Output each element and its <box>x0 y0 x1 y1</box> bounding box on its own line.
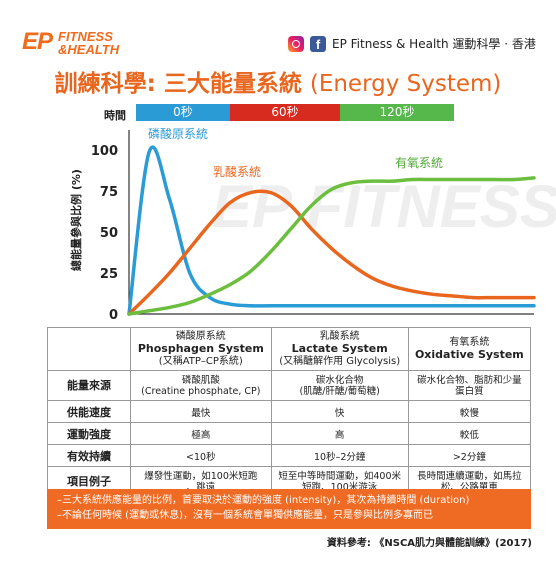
table-corner <box>47 327 131 371</box>
table-cell: 較慢 <box>407 400 532 423</box>
table-row: 能量來源 磷酸肌酸 (Creatine phosphate, CP) 碳水化合物(… <box>47 370 532 401</box>
table-cell: 磷酸肌酸 (Creatine phosphate, CP) <box>130 370 272 401</box>
reference-text: 資料參考: 《NSCA肌力與體能訓練》(2017) <box>326 538 532 549</box>
time-segment-60: 60秒 <box>230 104 340 121</box>
logo-ep: EP <box>22 28 53 55</box>
logo-health: &HEALTH <box>58 42 120 57</box>
watermark: EP FITNESS &HEALTH <box>212 173 556 240</box>
title-zh: 訓練科學: 三大能量系統 <box>54 71 302 97</box>
table-row: 供能速度 最快 快 較慢 <box>47 400 532 423</box>
column-header-oxidative: 有氧系統 Oxidative System <box>407 327 532 371</box>
series-label-lactate: 乳酸系統 <box>213 164 261 179</box>
note-line: –三大系統供應能量的比例，首要取決於運動的強度 (intensity)，其次為持… <box>57 495 470 506</box>
series-label-phosphagen: 磷酸原系統 <box>148 126 208 141</box>
row-header: 能量來源 <box>47 370 131 401</box>
table-cell: 碳水化合物、脂肪和少量 蛋白質 <box>407 370 532 401</box>
y-tick-label: 0 <box>109 308 118 323</box>
series-line-2 <box>127 176 536 316</box>
energy-chart: EP FITNESS &HEALTH 0 25 50 75 100 總能量參與比例 (%… <box>69 126 556 323</box>
table-cell: 最快 <box>130 400 272 423</box>
table-cell: 極高 <box>130 422 272 445</box>
column-header-lactate: 乳酸系統 Lactate System (又稱醣解作用 Glycolysis) <box>270 327 409 371</box>
series-label-oxidative: 有氧系統 <box>395 156 443 170</box>
time-segment-120: 120秒 <box>340 104 454 121</box>
table-cell: 快 <box>270 400 409 423</box>
page-title: 訓練科學: 三大能量系統 (Energy System) <box>0 64 556 98</box>
brand-logo: EP FITNESS &HEALTH <box>22 28 122 60</box>
y-tick-label: 100 <box>91 144 118 159</box>
table-cell: 高 <box>270 422 409 445</box>
table-cell: 碳水化合物 (肌醣/肝醣/葡萄糖) <box>270 370 409 401</box>
instagram-icon[interactable] <box>288 35 304 52</box>
facebook-icon[interactable]: f <box>310 35 326 52</box>
table-cell: 較低 <box>407 422 532 445</box>
notes-box: –三大系統供應能量的比例，首要取決於運動的強度 (intensity)，其次為持… <box>47 489 531 529</box>
row-header: 供能速度 <box>47 400 131 423</box>
social-text: EP Fitness & Health 運動科學 · 香港 <box>332 37 536 51</box>
table-cell: <10秒 <box>130 444 272 467</box>
time-segment-0: 0秒 <box>136 104 230 121</box>
y-axis-label: 總能量參與比例 (%) <box>69 169 83 271</box>
y-tick-label: 75 <box>100 185 118 200</box>
title-en: (Energy System) <box>309 71 502 97</box>
logo-fitness: FITNESS <box>58 29 113 44</box>
note-line: –不論任何時候 (運動或休息)，沒有一個系統會單獨供應能量，只是參與比例多寡而已 <box>57 510 433 521</box>
table-cell: >2分鐘 <box>407 444 532 467</box>
table-row: 運動強度 極高 高 較低 <box>47 422 532 445</box>
column-header-phosphagen: 磷酸原系統 Phosphagen System (又稱ATP–CP系統) <box>130 327 272 371</box>
table-cell: 10秒–2分鐘 <box>270 444 409 467</box>
row-header: 運動強度 <box>47 422 131 445</box>
table-row: 有效持續 <10秒 10秒–2分鐘 >2分鐘 <box>47 444 532 467</box>
row-header: 有效持續 <box>47 444 131 467</box>
y-tick-label: 25 <box>100 267 118 282</box>
y-tick-label: 50 <box>100 226 118 241</box>
series-line-1 <box>127 189 536 316</box>
social-bar: f EP Fitness & Health 運動科學 · 香港 <box>288 35 536 52</box>
comparison-table: 磷酸原系統 Phosphagen System (又稱ATP–CP系統) 乳酸系統 L… <box>47 327 532 497</box>
time-label: 時間 <box>104 109 126 122</box>
